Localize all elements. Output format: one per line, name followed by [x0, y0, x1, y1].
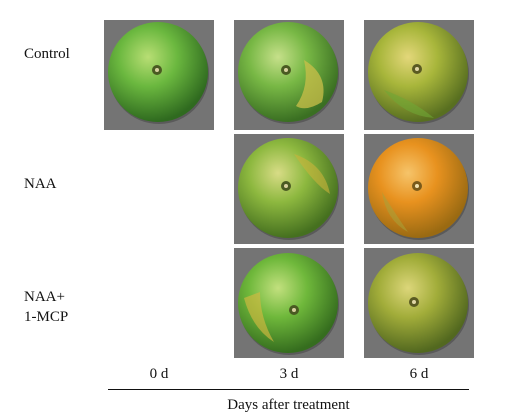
fruit-photo-control-3d [234, 20, 344, 130]
row-label-naa-1mcp: NAA+ 1-MCP [24, 287, 68, 327]
row-label-naa: NAA [24, 174, 57, 194]
fruit-photo-naa-1mcp-6d [364, 248, 474, 358]
axis-line [108, 389, 469, 390]
fruit-photo-naa-3d [234, 134, 344, 244]
fruit-photo-control-6d [364, 20, 474, 130]
day-label-3d: 3 d [279, 366, 299, 382]
day-label-0d: 0 d [149, 366, 169, 382]
day-label-6d: 6 d [409, 366, 429, 382]
row-label-line: 1-MCP [24, 309, 69, 325]
axis-title: Days after treatment [227, 397, 350, 413]
row-label-line: NAA [24, 176, 57, 192]
row-label-control: Control [24, 44, 70, 64]
row-label-line: Control [24, 46, 70, 62]
row-label-line: NAA+ [24, 289, 65, 305]
fruit-photo-control-0d [104, 20, 214, 130]
fruit-photo-naa-1mcp-3d [234, 248, 344, 358]
fruit-photo-naa-6d [364, 134, 474, 244]
